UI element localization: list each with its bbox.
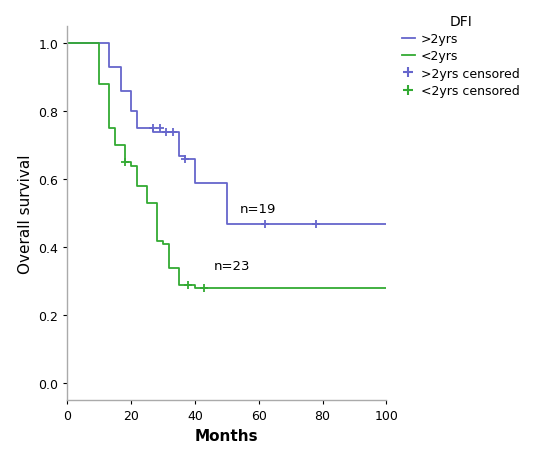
- Text: n=23: n=23: [214, 260, 250, 273]
- Y-axis label: Overall survival: Overall survival: [17, 154, 32, 273]
- X-axis label: Months: Months: [195, 428, 259, 443]
- Legend: >2yrs, <2yrs, >2yrs censored, <2yrs censored: >2yrs, <2yrs, >2yrs censored, <2yrs cens…: [398, 11, 523, 101]
- Text: n=19: n=19: [240, 202, 276, 215]
